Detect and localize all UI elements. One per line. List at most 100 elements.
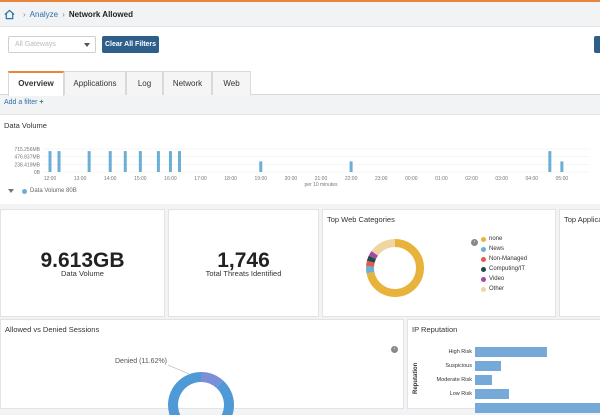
reputation-bar[interactable] — [475, 389, 509, 399]
denied-label-leader — [168, 365, 189, 374]
reputation-bar[interactable] — [475, 347, 547, 357]
breadcrumb-current: Network Allowed — [69, 10, 133, 19]
web-category-legend-item[interactable]: none — [481, 236, 502, 242]
data-volume-legend[interactable]: Data Volume 80B — [8, 188, 77, 194]
reputation-label: Moderate Risk — [422, 377, 472, 383]
sessions-donut — [111, 345, 291, 415]
data-volume-bar[interactable] — [139, 151, 142, 172]
donut-slice[interactable] — [371, 257, 373, 261]
donut-slice[interactable] — [201, 377, 220, 384]
tab-applications[interactable]: Applications — [64, 71, 126, 95]
chevron-down-icon — [8, 189, 14, 193]
home-icon[interactable] — [4, 9, 15, 20]
data-volume-bar[interactable] — [157, 151, 160, 172]
tab-overview[interactable]: Overview — [8, 71, 64, 96]
web-category-legend-item[interactable]: Non-Managed — [481, 256, 527, 262]
data-volume-bar[interactable] — [169, 151, 172, 172]
donut-slice[interactable] — [375, 243, 395, 253]
breadcrumb-separator: › — [62, 10, 65, 19]
top-applications-card: Top Applica — [559, 209, 600, 317]
reputation-bar[interactable] — [475, 375, 492, 385]
x-axis-caption: per 10 minutes — [304, 182, 338, 188]
web-category-legend-item[interactable]: Other — [481, 286, 504, 292]
data-volume-bar[interactable] — [178, 151, 181, 172]
x-tick-label: 15:00 — [134, 176, 147, 182]
legend-label: News — [489, 246, 504, 252]
data-volume-bar[interactable] — [350, 161, 353, 172]
legend-swatch — [481, 237, 486, 242]
y-tick-label: 715.256MB — [14, 147, 40, 153]
breadcrumb: › Analyze › Network Allowed — [4, 7, 133, 21]
legend-dot — [22, 189, 27, 194]
clear-all-filters-button[interactable]: Clear All Filters — [102, 36, 159, 53]
tab-web[interactable]: Web — [212, 71, 251, 95]
donut-slice[interactable] — [370, 262, 371, 267]
data-volume-bar[interactable] — [109, 151, 112, 172]
ip-reputation-card: IP Reputation Reputation High Risk Suspic… — [407, 319, 600, 409]
filter-bar: All Gateways Clear All Filters — [0, 26, 600, 64]
legend-label: Video — [489, 276, 504, 282]
breadcrumb-separator: › — [23, 10, 26, 19]
x-tick-label: 16:00 — [164, 176, 177, 182]
x-tick-label: 12:00 — [44, 176, 57, 182]
legend-label: Other — [489, 286, 504, 292]
data-volume-bar[interactable] — [88, 151, 91, 172]
y-tick-label: 0B — [34, 170, 41, 176]
x-tick-label: 17:00 — [194, 176, 207, 182]
chevron-down-icon — [84, 43, 90, 47]
tab-network[interactable]: Network — [163, 71, 212, 95]
legend-swatch — [481, 267, 486, 272]
x-tick-label: 01:00 — [435, 176, 448, 182]
y-tick-label: 476.837MB — [14, 155, 40, 161]
reputation-bar[interactable] — [475, 403, 600, 413]
x-tick-label: 02:00 — [465, 176, 478, 182]
x-tick-label: 18:00 — [224, 176, 237, 182]
x-tick-label: 03:00 — [495, 176, 508, 182]
reputation-bar[interactable] — [475, 361, 501, 371]
web-category-legend-item[interactable]: News — [481, 246, 504, 252]
right-edge-button[interactable] — [594, 36, 600, 53]
denied-sessions-label: Denied (11.62%) — [115, 358, 167, 365]
x-tick-label: 23:00 — [375, 176, 388, 182]
data-volume-bar[interactable] — [58, 151, 61, 172]
x-tick-label: 05:00 — [556, 176, 569, 182]
y-tick-label: 238.419MB — [14, 162, 40, 168]
data-volume-bar[interactable] — [124, 151, 127, 172]
add-filter-link[interactable]: Add a filter + — [4, 99, 44, 106]
legend-swatch — [481, 257, 486, 262]
web-category-legend-item[interactable]: Video — [481, 276, 504, 282]
sessions-card: Allowed vs Denied Sessions ‹ Denied (11.… — [0, 319, 404, 409]
reputation-axis-label: Reputation — [413, 363, 419, 394]
x-tick-label: 14:00 — [104, 176, 117, 182]
x-tick-label: 00:00 — [405, 176, 418, 182]
x-tick-label: 13:00 — [74, 176, 87, 182]
ip-reputation-title: IP Reputation — [412, 325, 457, 334]
reputation-label: High Risk — [422, 349, 472, 355]
legend-swatch — [481, 287, 486, 292]
threats-stat-card: 1,746 Total Threats Identified — [168, 209, 319, 317]
data-volume-bar[interactable] — [259, 161, 262, 172]
data-volume-bar[interactable] — [49, 151, 52, 172]
top-applications-title: Top Applica — [564, 215, 600, 224]
chevron-left-icon[interactable]: ‹ — [471, 239, 478, 246]
donut-slice[interactable] — [372, 253, 374, 257]
legend-label: Non-Managed — [489, 256, 527, 262]
top-accent-line — [0, 0, 600, 2]
reputation-label: Suspicious — [422, 363, 472, 369]
gateway-select[interactable]: All Gateways — [8, 36, 96, 53]
data-volume-bar[interactable] — [548, 151, 551, 172]
tab-log[interactable]: Log — [126, 71, 163, 95]
web-category-legend-item[interactable]: Computing/IT — [481, 266, 525, 272]
legend-swatch — [481, 247, 486, 252]
x-tick-label: 19:00 — [255, 176, 268, 182]
breadcrumb-analyze-link[interactable]: Analyze — [30, 10, 58, 19]
legend-label: none — [489, 236, 502, 242]
chevron-left-icon[interactable]: ‹ — [391, 346, 398, 353]
x-tick-label: 04:00 — [526, 176, 539, 182]
data-volume-bar[interactable] — [560, 161, 563, 172]
x-tick-label: 20:00 — [285, 176, 298, 182]
tab-bar: Overview Applications Log Network Web — [0, 64, 600, 95]
